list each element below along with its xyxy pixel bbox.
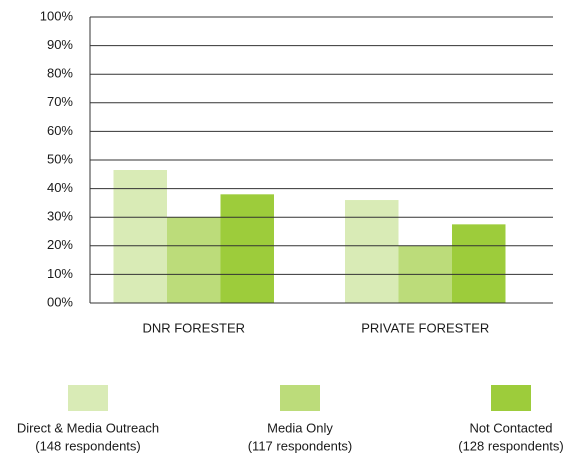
y-tick-label: 10%: [47, 266, 73, 281]
y-tick-label: 70%: [47, 94, 73, 109]
legend-sublabel: (117 respondents): [248, 438, 353, 453]
y-tick-label: 60%: [47, 123, 73, 138]
y-tick-label: 20%: [47, 237, 73, 252]
y-tick-label: 100%: [40, 8, 74, 23]
bar: [220, 194, 274, 303]
y-tick-label: 90%: [47, 37, 73, 52]
bar: [113, 170, 167, 303]
bar: [345, 200, 399, 303]
x-tick-label: DNR FORESTER: [142, 320, 245, 335]
x-tick-label: PRIVATE FORESTER: [361, 320, 489, 335]
bar: [167, 217, 221, 303]
legend-sublabel: (128 respondents): [458, 438, 564, 453]
legend-label: Direct & Media Outreach: [17, 420, 159, 435]
legend-swatch: [68, 385, 108, 411]
legend-swatch: [280, 385, 320, 411]
legend-swatch: [491, 385, 531, 411]
legend-label: Not Contacted: [469, 420, 552, 435]
y-tick-label: 00%: [47, 294, 73, 309]
legend-sublabel: (148 respondents): [35, 438, 141, 453]
y-tick-label: 40%: [47, 180, 73, 195]
legend-label: Media Only: [267, 420, 333, 435]
bar: [452, 224, 506, 303]
y-tick-label: 50%: [47, 151, 73, 166]
y-tick-label: 30%: [47, 209, 73, 224]
y-tick-label: 80%: [47, 66, 73, 81]
